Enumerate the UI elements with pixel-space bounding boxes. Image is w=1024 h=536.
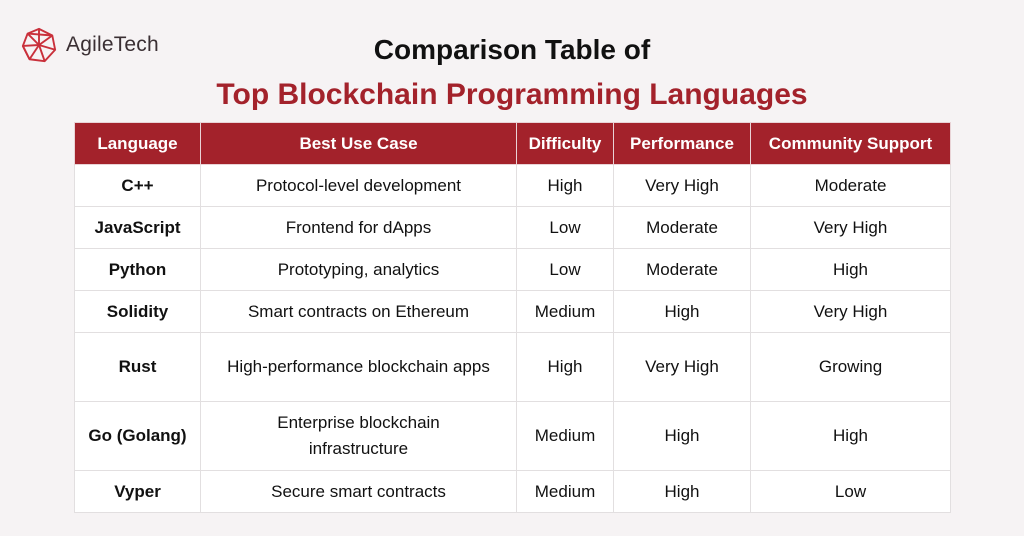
table-row: Solidity Smart contracts on Ethereum Med… bbox=[74, 290, 951, 333]
cell-community: Growing bbox=[750, 332, 951, 402]
table-row: Python Prototyping, analytics Low Modera… bbox=[74, 248, 951, 291]
comparison-table: Language Best Use Case Difficulty Perfor… bbox=[74, 122, 951, 513]
cell-language: Rust bbox=[74, 332, 201, 402]
cell-performance: Moderate bbox=[613, 206, 751, 249]
cell-difficulty: Low bbox=[516, 248, 614, 291]
cell-use-case: Protocol-level development bbox=[200, 164, 517, 207]
header-difficulty: Difficulty bbox=[516, 122, 614, 165]
cell-performance: Very High bbox=[613, 164, 751, 207]
header-best-use-case: Best Use Case bbox=[200, 122, 517, 165]
cell-performance: High bbox=[613, 290, 751, 333]
cell-use-case: Secure smart contracts bbox=[200, 470, 517, 513]
cell-use-case: Frontend for dApps bbox=[200, 206, 517, 249]
cell-performance: High bbox=[613, 401, 751, 471]
brand-logo: AgileTech bbox=[20, 26, 159, 64]
cell-language: C++ bbox=[74, 164, 201, 207]
cell-community: Very High bbox=[750, 290, 951, 333]
table-row: Go (Golang) Enterprise blockchain infras… bbox=[74, 401, 951, 471]
cell-community: High bbox=[750, 401, 951, 471]
table-row: C++ Protocol-level development High Very… bbox=[74, 164, 951, 207]
page-title: Comparison Table of bbox=[373, 34, 651, 65]
cell-performance: Very High bbox=[613, 332, 751, 402]
cell-language: JavaScript bbox=[74, 206, 201, 249]
header-performance: Performance bbox=[613, 122, 751, 165]
table-row: Rust High-performance blockchain apps Hi… bbox=[74, 332, 951, 402]
cell-difficulty: High bbox=[516, 164, 614, 207]
cell-language: Solidity bbox=[74, 290, 201, 333]
cell-use-case: Smart contracts on Ethereum bbox=[200, 290, 517, 333]
header-community-support: Community Support bbox=[750, 122, 951, 165]
cell-difficulty: Low bbox=[516, 206, 614, 249]
cell-difficulty: High bbox=[516, 332, 614, 402]
cell-performance: High bbox=[613, 470, 751, 513]
geometric-logo-icon bbox=[21, 27, 57, 63]
cell-community: Moderate bbox=[750, 164, 951, 207]
cell-difficulty: Medium bbox=[516, 401, 614, 471]
cell-community: Very High bbox=[750, 206, 951, 249]
cell-community: Low bbox=[750, 470, 951, 513]
cell-community: High bbox=[750, 248, 951, 291]
cell-use-case: High-performance blockchain apps bbox=[200, 332, 517, 402]
page-subtitle: Top Blockchain Programming Languages bbox=[216, 78, 808, 111]
header-language: Language bbox=[74, 122, 201, 165]
cell-language: Python bbox=[74, 248, 201, 291]
cell-difficulty: Medium bbox=[516, 470, 614, 513]
cell-performance: Moderate bbox=[613, 248, 751, 291]
cell-language: Go (Golang) bbox=[74, 401, 201, 471]
table-row: JavaScript Frontend for dApps Low Modera… bbox=[74, 206, 951, 249]
cell-language: Vyper bbox=[74, 470, 201, 513]
table-row: Vyper Secure smart contracts Medium High… bbox=[74, 470, 951, 513]
cell-use-case: Prototyping, analytics bbox=[200, 248, 517, 291]
cell-use-case: Enterprise blockchain infrastructure bbox=[200, 401, 517, 471]
brand-name: AgileTech bbox=[66, 33, 159, 56]
cell-difficulty: Medium bbox=[516, 290, 614, 333]
table-header-row: Language Best Use Case Difficulty Perfor… bbox=[74, 122, 951, 165]
